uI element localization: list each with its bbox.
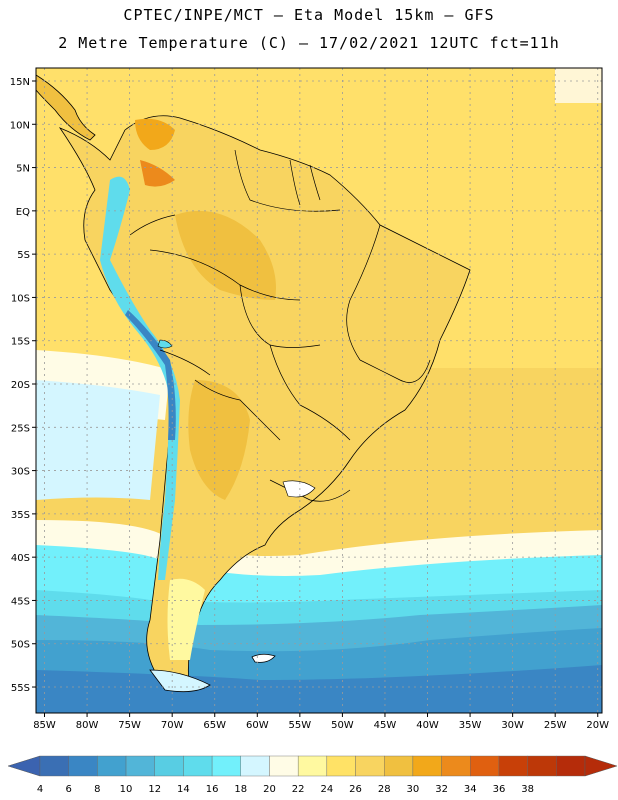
colorbar-swatch [297, 755, 328, 777]
colorbar-swatch [326, 755, 356, 777]
colorbar-label: 32 [435, 784, 448, 795]
pacific-band-18 [36, 380, 160, 500]
colorbar-swatch [154, 755, 184, 777]
colorbar: 4 6 8 10 12 14 16 18 20 22 24 26 28 30 32 34 36 38 [7, 755, 618, 795]
chaco-warm-region [188, 380, 250, 500]
colorbar-label: 12 [148, 784, 161, 795]
lat-label: 10N [10, 120, 30, 131]
colorbar-label: 28 [378, 784, 391, 795]
lon-label: 35W [459, 720, 482, 731]
lat-label: 25S [11, 423, 30, 434]
falkland-islands [251, 653, 276, 663]
colorbar-label: 30 [407, 784, 420, 795]
colorbar-label: 38 [521, 784, 534, 795]
colorbar-swatch [384, 755, 414, 777]
colorbar-under-arrow [7, 755, 41, 777]
lon-label: 55W [289, 720, 312, 731]
lat-label: 10S [11, 293, 30, 304]
title-line-1: CPTEC/INPE/MCT – Eta Model 15km – GFS [123, 6, 495, 24]
colorbar-swatch [240, 755, 270, 777]
andes-cool-strip [100, 176, 180, 580]
colorbar-swatch [498, 755, 528, 777]
longitude-labels: 85W 80W 75W 70W 65W 60W 55W 50W 45W 40W 35W 30W 25W 2… [33, 720, 609, 731]
lat-label: 15S [11, 337, 30, 348]
colorbar-label: 6 [65, 784, 71, 795]
colorbar-label: 10 [120, 784, 133, 795]
ocean-pale-region [555, 68, 602, 103]
lat-label: 20S [11, 380, 30, 391]
lon-label: 70W [161, 720, 184, 731]
colorbar-swatch [183, 755, 213, 777]
lat-label: 5S [17, 250, 30, 261]
colorbar-label: 34 [464, 784, 477, 795]
lon-label: 65W [203, 720, 226, 731]
lon-label: 85W [33, 720, 56, 731]
lon-label: 50W [331, 720, 354, 731]
colorbar-swatch [68, 755, 98, 777]
lat-label: 30S [11, 467, 30, 478]
map-frame [35, 67, 603, 714]
colorbar-swatch [412, 755, 442, 777]
lon-label: 25W [544, 720, 567, 731]
lat-label: 50S [11, 640, 30, 651]
lat-label: 15N [10, 77, 30, 88]
central-america-land [36, 74, 96, 141]
colorbar-label: 14 [177, 784, 190, 795]
andes-cold-core [125, 310, 176, 440]
colorbar-swatch [470, 755, 500, 777]
lat-label: 40S [11, 553, 30, 564]
colorbar-swatch [125, 755, 155, 777]
lagoon-region [282, 480, 316, 498]
colorbar-label: 36 [493, 784, 506, 795]
colorbar-swatch [355, 755, 385, 777]
colorbar-label: 18 [234, 784, 247, 795]
lat-label: 45S [11, 596, 30, 607]
venezuela-warm-region [135, 118, 175, 150]
colorbar-label: 16 [206, 784, 219, 795]
temperature-map: 15N 10N 5N EQ 5S 10S 15S 20S 25S 30S 35S 40S 45S 50S 5… [10, 67, 609, 731]
lat-label: 35S [11, 510, 30, 521]
colorbar-swatch [269, 755, 299, 777]
colorbar-swatch [527, 755, 557, 777]
colorbar-label: 22 [292, 784, 305, 795]
amazon-warm-region [175, 210, 276, 300]
colorbar-label: 20 [263, 784, 276, 795]
colorbar-label: 26 [349, 784, 362, 795]
lake-titicaca [157, 339, 173, 349]
axis-ticks [32, 80, 599, 717]
north-hot-spot [140, 160, 175, 187]
lon-label: 45W [374, 720, 397, 731]
patagonia-region [167, 578, 205, 660]
title-line-2: 2 Metre Temperature (C) – 17/02/2021 12U… [58, 34, 560, 52]
map-gridlines [36, 68, 602, 713]
lon-label: 75W [118, 720, 141, 731]
colorbar-swatch [211, 755, 241, 777]
latitude-labels: 15N 10N 5N EQ 5S 10S 15S 20S 25S 30S 35S 40S 45S 50S 5… [10, 77, 30, 694]
colorbar-over-arrow [584, 755, 618, 777]
colorbar-swatch [556, 755, 586, 777]
colorbar-swatch [39, 755, 69, 777]
colorbar-label: 24 [320, 784, 333, 795]
lon-label: 40W [416, 720, 439, 731]
colorbar-swatch [441, 755, 471, 777]
tierra-del-fuego [149, 669, 211, 693]
lon-label: 20W [586, 720, 609, 731]
lon-label: 80W [76, 720, 99, 731]
lon-label: 30W [501, 720, 524, 731]
colorbar-swatch [97, 755, 127, 777]
lat-label: 5N [16, 164, 30, 175]
colorbar-label: 8 [94, 784, 100, 795]
lat-label: EQ [16, 207, 30, 218]
lat-label: 55S [11, 683, 30, 694]
colorbar-label: 4 [37, 784, 43, 795]
lon-label: 60W [246, 720, 269, 731]
